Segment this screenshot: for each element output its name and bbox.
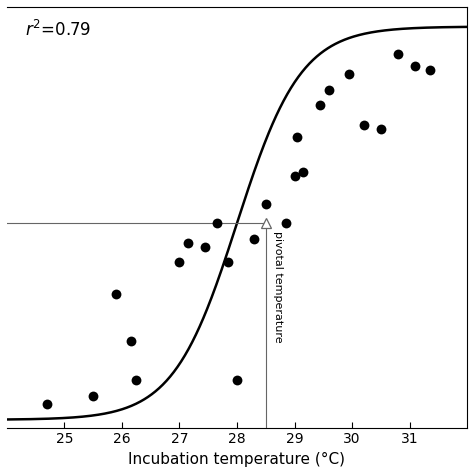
Text: pivotal temperature: pivotal temperature bbox=[273, 231, 283, 343]
Point bbox=[225, 259, 232, 266]
Point bbox=[201, 243, 209, 251]
Point bbox=[127, 337, 135, 345]
Point bbox=[133, 377, 140, 384]
Point bbox=[250, 235, 258, 243]
Point bbox=[282, 219, 290, 227]
Point bbox=[44, 400, 51, 408]
Point bbox=[377, 125, 384, 133]
Text: $r^2$=0.79: $r^2$=0.79 bbox=[25, 19, 91, 40]
Point bbox=[112, 290, 120, 298]
Point bbox=[360, 121, 367, 128]
Point bbox=[184, 239, 192, 246]
Point bbox=[394, 50, 402, 58]
Point bbox=[426, 66, 433, 73]
Point bbox=[291, 172, 298, 180]
Point bbox=[176, 259, 183, 266]
Point bbox=[325, 86, 333, 93]
Point bbox=[262, 200, 270, 207]
Point bbox=[300, 168, 307, 176]
Point bbox=[346, 70, 353, 78]
Point bbox=[233, 377, 241, 384]
X-axis label: Incubation temperature (°C): Incubation temperature (°C) bbox=[128, 452, 346, 467]
Point bbox=[317, 101, 324, 109]
Point bbox=[293, 133, 301, 140]
Point bbox=[213, 219, 221, 227]
Point bbox=[411, 62, 419, 70]
Point bbox=[90, 392, 97, 400]
